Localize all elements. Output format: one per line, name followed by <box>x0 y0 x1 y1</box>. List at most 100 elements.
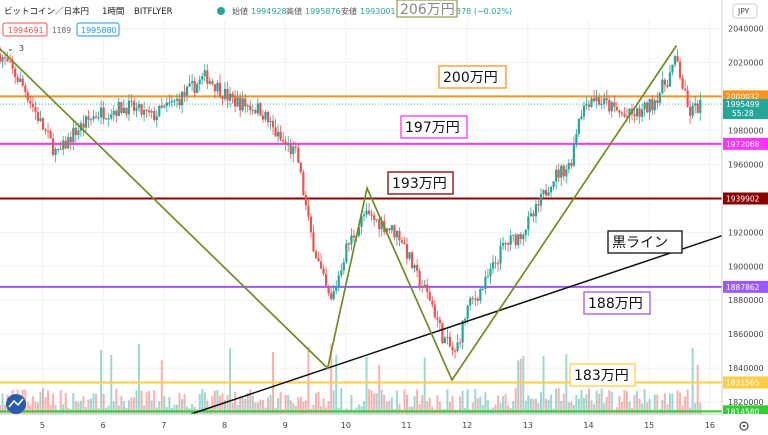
candle-body <box>335 286 338 291</box>
candle-body <box>127 100 131 115</box>
candle-body <box>180 91 184 106</box>
level-price-label: 1814580 <box>726 407 760 416</box>
candle-body <box>350 235 353 245</box>
candle-body <box>367 210 371 214</box>
level-price-label: 1831565 <box>726 378 760 387</box>
time-tick-label: 14 <box>583 421 593 430</box>
volume-bar <box>575 395 578 414</box>
candle-body <box>193 81 196 93</box>
market-status-icon <box>217 7 225 15</box>
volume-bar <box>140 390 143 414</box>
volume-bar <box>413 396 416 414</box>
candle-body <box>474 298 477 300</box>
volume-bar <box>385 401 388 414</box>
exchange-label: BITFLYER <box>134 7 173 17</box>
volume-bar <box>684 396 687 414</box>
volume-bar <box>550 394 553 414</box>
sell-button[interactable] <box>2 22 48 37</box>
candle-body <box>112 110 115 115</box>
volume-bar <box>519 358 522 414</box>
price-tick-label: 1880000 <box>728 296 764 305</box>
candle-body <box>87 116 90 120</box>
candle-body <box>304 195 307 206</box>
candle-body <box>410 252 414 269</box>
candle-body <box>661 79 664 93</box>
buy-price: 1995880 <box>81 26 117 35</box>
interval-label[interactable]: 1時間 <box>102 7 124 17</box>
candle-body <box>314 251 318 258</box>
candle-body <box>613 102 616 107</box>
time-tick-label: 16 <box>705 421 715 430</box>
settings-gear-icon[interactable] <box>739 421 749 431</box>
candle-body <box>453 350 457 352</box>
volume-bar <box>421 395 424 414</box>
candle-body <box>466 305 469 319</box>
currency-badge[interactable] <box>732 3 758 19</box>
time-tick-label: 8 <box>222 421 227 430</box>
volume-bar <box>383 394 386 414</box>
candle-body <box>244 98 247 107</box>
collapse-indicators-icon[interactable]: ⌄ <box>7 44 14 53</box>
volume-bar <box>497 395 500 414</box>
candle-body <box>426 284 429 292</box>
candle-body <box>489 268 492 277</box>
indicator-count: 3 <box>19 44 24 53</box>
volume-bar <box>0 405 1 414</box>
volume-bar <box>570 401 573 414</box>
volume-bar <box>638 398 641 414</box>
candle-body <box>638 108 641 117</box>
candle-body <box>385 228 388 233</box>
candle-body <box>89 119 93 121</box>
volume-bar <box>231 402 234 414</box>
candle-body <box>522 234 525 240</box>
volume-bar <box>74 401 77 414</box>
volume-bar <box>320 406 323 414</box>
level-labels: 200万円 197万円 193万円 188万円 183万円 黒ライン <box>387 65 683 387</box>
volume-bar <box>59 390 62 414</box>
candle-body <box>575 133 578 144</box>
candle-body <box>580 116 583 120</box>
candle-body <box>0 53 2 62</box>
volume-bar <box>87 399 90 414</box>
volume-bar <box>226 395 229 414</box>
volume-bar <box>537 402 540 414</box>
volume-bar <box>203 392 206 414</box>
volume-bar <box>686 389 689 414</box>
symbol-title[interactable]: ビットコイン／日本円 <box>4 6 89 17</box>
volume-bar <box>588 388 591 414</box>
candle-body <box>635 108 639 117</box>
time-axis[interactable]: 5 6 7 8 9 10 11 12 13 14 15 16 <box>0 413 768 435</box>
candle-body <box>671 64 674 73</box>
candle-body <box>105 118 108 120</box>
price-axis[interactable]: 2040000202000020000001980000196000019400… <box>721 0 768 418</box>
volume-bar <box>110 354 113 414</box>
volume-bar <box>34 401 37 414</box>
volume-bar <box>641 403 644 414</box>
volume-bar <box>229 348 232 414</box>
volume-bar <box>357 404 360 414</box>
buy-button[interactable] <box>76 22 120 37</box>
candle-body <box>188 83 191 87</box>
volume-bar <box>461 390 464 414</box>
volume-bar <box>699 402 702 414</box>
volume-bar <box>656 394 659 414</box>
candle-body <box>92 116 95 120</box>
volume-bar <box>277 397 280 414</box>
time-tick-label: 11 <box>401 421 411 430</box>
volume-bar <box>567 402 570 414</box>
volume-bar <box>130 397 133 414</box>
candle-body <box>643 102 646 110</box>
volume-bar <box>327 401 330 414</box>
candle-body <box>26 92 29 101</box>
volume-bar <box>246 393 249 414</box>
volume-bar <box>365 357 368 414</box>
candle-body <box>145 109 148 111</box>
time-tick-label: 10 <box>341 421 351 430</box>
candle-body <box>21 78 24 86</box>
tradingview-logo-icon[interactable] <box>6 394 26 414</box>
candle-body <box>54 149 57 155</box>
volume-bar <box>256 402 259 414</box>
candle-body <box>560 165 563 178</box>
volume-bar <box>178 392 181 414</box>
